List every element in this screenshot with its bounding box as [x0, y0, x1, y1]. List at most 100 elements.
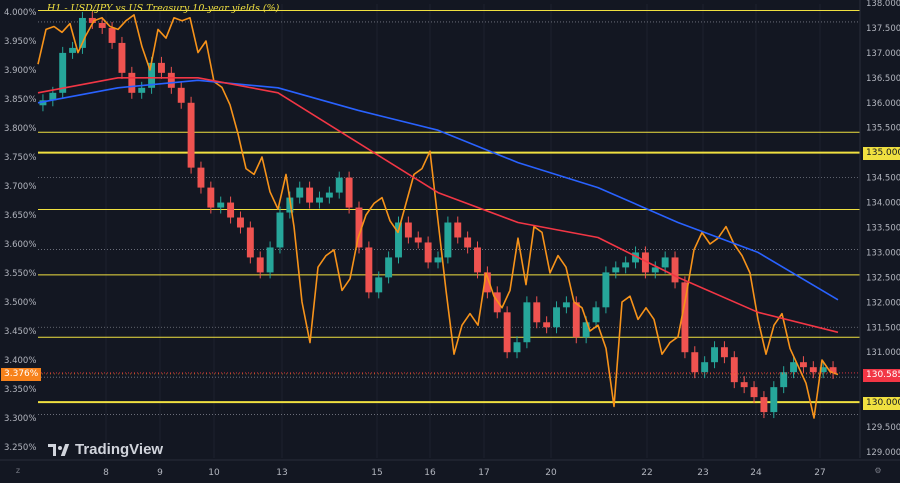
x-axis-tick: 13 — [276, 468, 287, 478]
candle-body — [266, 247, 274, 273]
candle-body — [158, 62, 165, 73]
candle-body — [454, 222, 462, 238]
x-axis-tick: 17 — [478, 468, 489, 478]
candle-body — [385, 257, 393, 278]
candle-body — [612, 267, 620, 273]
right-axis-tick: 136.000 — [866, 99, 900, 109]
right-axis-tick: 136.500 — [866, 74, 900, 84]
candle-body — [770, 387, 778, 413]
candle-body — [227, 202, 235, 218]
x-axis-tick: 9 — [157, 468, 163, 478]
left-axis-tick: 3.250% — [4, 443, 36, 453]
candle-body — [464, 237, 472, 248]
tradingview-logo: TradingView — [48, 441, 163, 458]
candle-body — [622, 262, 630, 268]
candle-body — [316, 197, 323, 203]
right-axis-tick: 134.000 — [866, 199, 900, 209]
right-axis-tick: 133.000 — [866, 248, 900, 258]
right-axis-tick: 132.500 — [866, 273, 900, 283]
candle-body — [325, 192, 333, 198]
right-axis-tick: 129.500 — [866, 423, 900, 433]
left-axis-tick: 3.550% — [4, 269, 36, 279]
candle-body — [88, 17, 96, 23]
candle-body — [167, 72, 175, 88]
left-axis-tick: 3.650% — [4, 211, 36, 221]
left-axis-tick: 3.300% — [4, 414, 36, 424]
candle-body — [523, 302, 531, 343]
candle-body — [246, 227, 254, 258]
candle-body — [632, 252, 639, 263]
candle-body — [701, 362, 709, 373]
x-axis-tick: 27 — [814, 468, 825, 478]
x-axis-tick: 16 — [424, 468, 436, 478]
left-axis-tick: 3.700% — [4, 182, 36, 192]
left-axis-tick: 3.900% — [4, 66, 36, 76]
candle-body — [276, 212, 284, 248]
candle-body — [217, 202, 225, 208]
candle-body — [602, 272, 610, 308]
candle-body — [681, 282, 689, 353]
left-axis-tick: 3.850% — [4, 95, 36, 105]
right-axis-tick: 137.000 — [866, 49, 900, 59]
candle-body — [197, 167, 205, 188]
candle-body — [375, 277, 383, 293]
zoom-icon[interactable]: z — [15, 466, 21, 475]
candle-body — [691, 352, 699, 373]
x-axis-tick: 8 — [103, 468, 109, 478]
candle-body — [740, 382, 748, 388]
candle-body — [799, 362, 807, 368]
candle-body — [187, 102, 195, 168]
candle-body — [118, 42, 126, 73]
candle-body — [790, 362, 798, 373]
x-axis-tick: 23 — [697, 468, 708, 478]
tradingview-logo-icon — [48, 443, 70, 456]
candle-body — [444, 222, 452, 258]
candle-body — [553, 307, 560, 328]
level-label-135: 135.000 — [863, 147, 900, 160]
candle-body — [424, 242, 432, 263]
candle-body — [108, 27, 116, 43]
candle-body — [533, 302, 541, 323]
right-axis-tick: 135.500 — [866, 124, 900, 134]
candle-body — [582, 322, 590, 338]
left-axis-tick: 3.750% — [4, 153, 36, 163]
candle-body — [809, 367, 817, 373]
candle-body — [98, 22, 106, 28]
candle-body — [720, 347, 728, 358]
candle-body — [177, 87, 185, 103]
candle-body — [760, 397, 768, 413]
x-axis-tick: 10 — [208, 468, 220, 478]
x-axis-tick: 24 — [750, 468, 762, 478]
candle-body — [404, 222, 412, 238]
candle-body — [395, 222, 402, 258]
settings-icon[interactable]: ⚙ — [874, 466, 882, 475]
candle-body — [474, 247, 481, 273]
left-axis-tick: 3.400% — [4, 356, 36, 366]
candle-body — [651, 267, 659, 273]
candle-body — [237, 217, 244, 228]
candle-body — [286, 197, 294, 213]
left-axis-tick: 3.350% — [4, 385, 36, 395]
chart-title: H1 - USD/JPY vs US Treasury 10-year yiel… — [47, 3, 280, 14]
ma-blue-line — [37, 79, 839, 301]
candle-body — [306, 187, 314, 203]
candle-body — [592, 307, 600, 323]
right-axis-tick: 138.000 — [866, 0, 900, 9]
x-axis-tick: 15 — [371, 468, 382, 478]
candle-body — [365, 247, 373, 293]
candle-body — [750, 387, 758, 398]
candle-body — [819, 367, 827, 373]
ma-red-line — [37, 77, 839, 334]
candle-body — [49, 92, 57, 101]
tradingview-logo-text: TradingView — [75, 441, 164, 458]
x-axis-tick: 20 — [545, 468, 557, 478]
left-axis-tick: 3.800% — [4, 124, 36, 134]
candle-body — [661, 257, 669, 268]
right-axis-tick: 129.000 — [866, 448, 900, 458]
right-axis-tick: 134.500 — [866, 174, 900, 184]
candle-body — [78, 17, 86, 48]
candle-body — [335, 177, 343, 193]
left-axis-tick: 3.450% — [4, 327, 36, 337]
candle-body — [256, 257, 264, 273]
